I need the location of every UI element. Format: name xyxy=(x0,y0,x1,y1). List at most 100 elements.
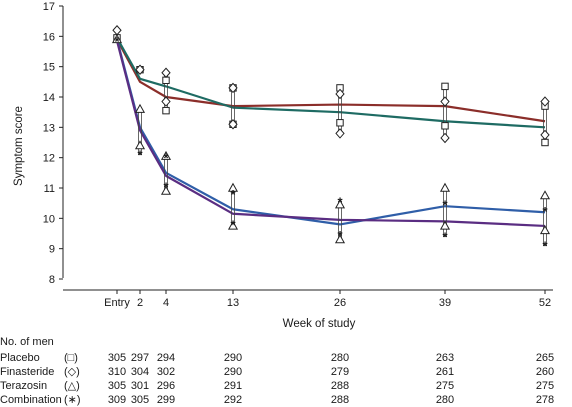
table-count: 278 xyxy=(535,394,555,406)
table-count: 305 xyxy=(107,380,127,392)
marker-combination: * xyxy=(163,151,169,166)
table-count: 291 xyxy=(223,380,243,392)
marker-combination: * xyxy=(542,204,548,219)
marker-terazosin xyxy=(227,182,239,192)
data-markers: * * * * * * * * * * * * xyxy=(111,25,551,254)
x-axis-ticks: Entry 2 4 13 26 39 52 xyxy=(104,290,551,309)
table-row-symbol: (◇) xyxy=(64,366,80,378)
marker-finasteride xyxy=(161,67,171,78)
marker-placebo xyxy=(336,119,344,127)
table-count: 302 xyxy=(156,366,176,378)
marker-finasteride xyxy=(440,132,450,144)
table-count: 260 xyxy=(535,366,555,378)
table-row-symbol: (∗) xyxy=(64,394,81,406)
table-count: 279 xyxy=(330,366,350,378)
y-tick-label: 9 xyxy=(49,244,55,256)
series-line-3 xyxy=(115,39,546,226)
marker-finasteride xyxy=(540,129,550,141)
marker-terazosin xyxy=(134,103,146,113)
table-count: 275 xyxy=(535,380,555,392)
marker-terazosin xyxy=(439,182,451,192)
table-count: 309 xyxy=(107,394,127,406)
symptom-score-chart: 8 9 10 11 12 13 14 15 16 17 Entry 2 4 13 26 39 52 * * * * *… xyxy=(13,1,553,330)
marker-combination: * xyxy=(442,198,448,213)
series-line-1 xyxy=(116,38,546,123)
y-tick-label: 11 xyxy=(44,183,55,195)
x-axis-title: Week of study xyxy=(283,318,356,330)
y-tick-label: 8 xyxy=(49,274,55,286)
table-count: 261 xyxy=(435,366,455,378)
series-line-2 xyxy=(116,37,546,129)
table-count: 288 xyxy=(330,380,350,392)
marker-finasteride xyxy=(228,82,238,94)
y-tick-label: 10 xyxy=(43,213,55,225)
marker-finasteride xyxy=(335,88,345,100)
table-row-label: Combination xyxy=(0,394,62,406)
marker-terazosin xyxy=(227,220,239,230)
marker-combination: * xyxy=(337,228,343,243)
y-tick-label: 12 xyxy=(43,153,55,165)
table-count: 301 xyxy=(130,380,150,392)
table-count: 275 xyxy=(435,380,455,392)
y-tick-label: 14 xyxy=(43,92,55,104)
marker-combination: * xyxy=(114,34,120,49)
x-tick-label: Entry xyxy=(104,297,130,309)
marker-placebo xyxy=(441,122,449,130)
marker-terazosin xyxy=(160,185,172,195)
error-bar xyxy=(443,85,447,139)
table-count: 292 xyxy=(223,394,243,406)
table-row-symbol: (△) xyxy=(64,380,80,392)
marker-combination: * xyxy=(230,187,236,202)
table-count: 296 xyxy=(156,380,176,392)
table-count: 288 xyxy=(330,394,350,406)
marker-terazosin xyxy=(439,220,451,230)
table-row-symbol: (□) xyxy=(64,352,78,364)
marker-finasteride xyxy=(228,119,238,130)
table-count: 297 xyxy=(130,352,150,364)
x-tick-label: 52 xyxy=(539,297,551,309)
table-count: 290 xyxy=(223,352,243,364)
table-count: 305 xyxy=(107,352,127,364)
table-row-label: Finasteride xyxy=(0,366,55,378)
x-tick-label: 26 xyxy=(334,297,346,309)
marker-combination: * xyxy=(542,239,548,254)
table-row-label: Terazosin xyxy=(0,380,48,392)
table-count: 304 xyxy=(130,366,150,378)
marker-combination: * xyxy=(442,230,448,245)
marker-terazosin xyxy=(539,190,551,200)
y-axis-ticks: 8 9 10 11 12 13 14 15 16 17 xyxy=(43,1,63,286)
marker-finasteride xyxy=(335,128,345,139)
marker-finasteride xyxy=(440,96,450,107)
x-tick-label: 39 xyxy=(439,297,451,309)
marker-placebo xyxy=(541,138,549,147)
table-header: No. of men xyxy=(0,336,54,348)
table-count: 265 xyxy=(535,352,555,364)
y-tick-label: 13 xyxy=(43,122,55,134)
y-axis-title: Symptom score xyxy=(13,106,25,186)
y-tick-label: 16 xyxy=(43,31,55,43)
table-count: 310 xyxy=(107,366,127,378)
marker-placebo xyxy=(441,82,449,91)
marker-combination: * xyxy=(230,217,236,232)
x-tick-label: 2 xyxy=(137,297,143,309)
x-tick-label: 13 xyxy=(227,297,239,309)
marker-combination: * xyxy=(337,195,343,210)
series-lines xyxy=(115,37,546,228)
marker-terazosin xyxy=(539,225,551,235)
marker-terazosin xyxy=(111,34,123,44)
y-tick-label: 15 xyxy=(43,62,55,74)
table-count: 299 xyxy=(156,394,176,406)
table-count: 305 xyxy=(130,394,150,406)
series-line-4 xyxy=(115,40,546,228)
marker-terazosin xyxy=(334,199,346,209)
marker-combination: * xyxy=(137,148,143,163)
marker-finasteride xyxy=(135,64,145,75)
x-tick-label: 4 xyxy=(163,297,169,309)
marker-placebo xyxy=(162,106,170,115)
marker-terazosin xyxy=(160,150,172,160)
marker-terazosin xyxy=(134,140,146,150)
table-count: 290 xyxy=(223,366,243,378)
y-tick-label: 17 xyxy=(43,1,55,13)
table-count: 263 xyxy=(435,352,455,364)
table-count: 294 xyxy=(156,352,176,364)
